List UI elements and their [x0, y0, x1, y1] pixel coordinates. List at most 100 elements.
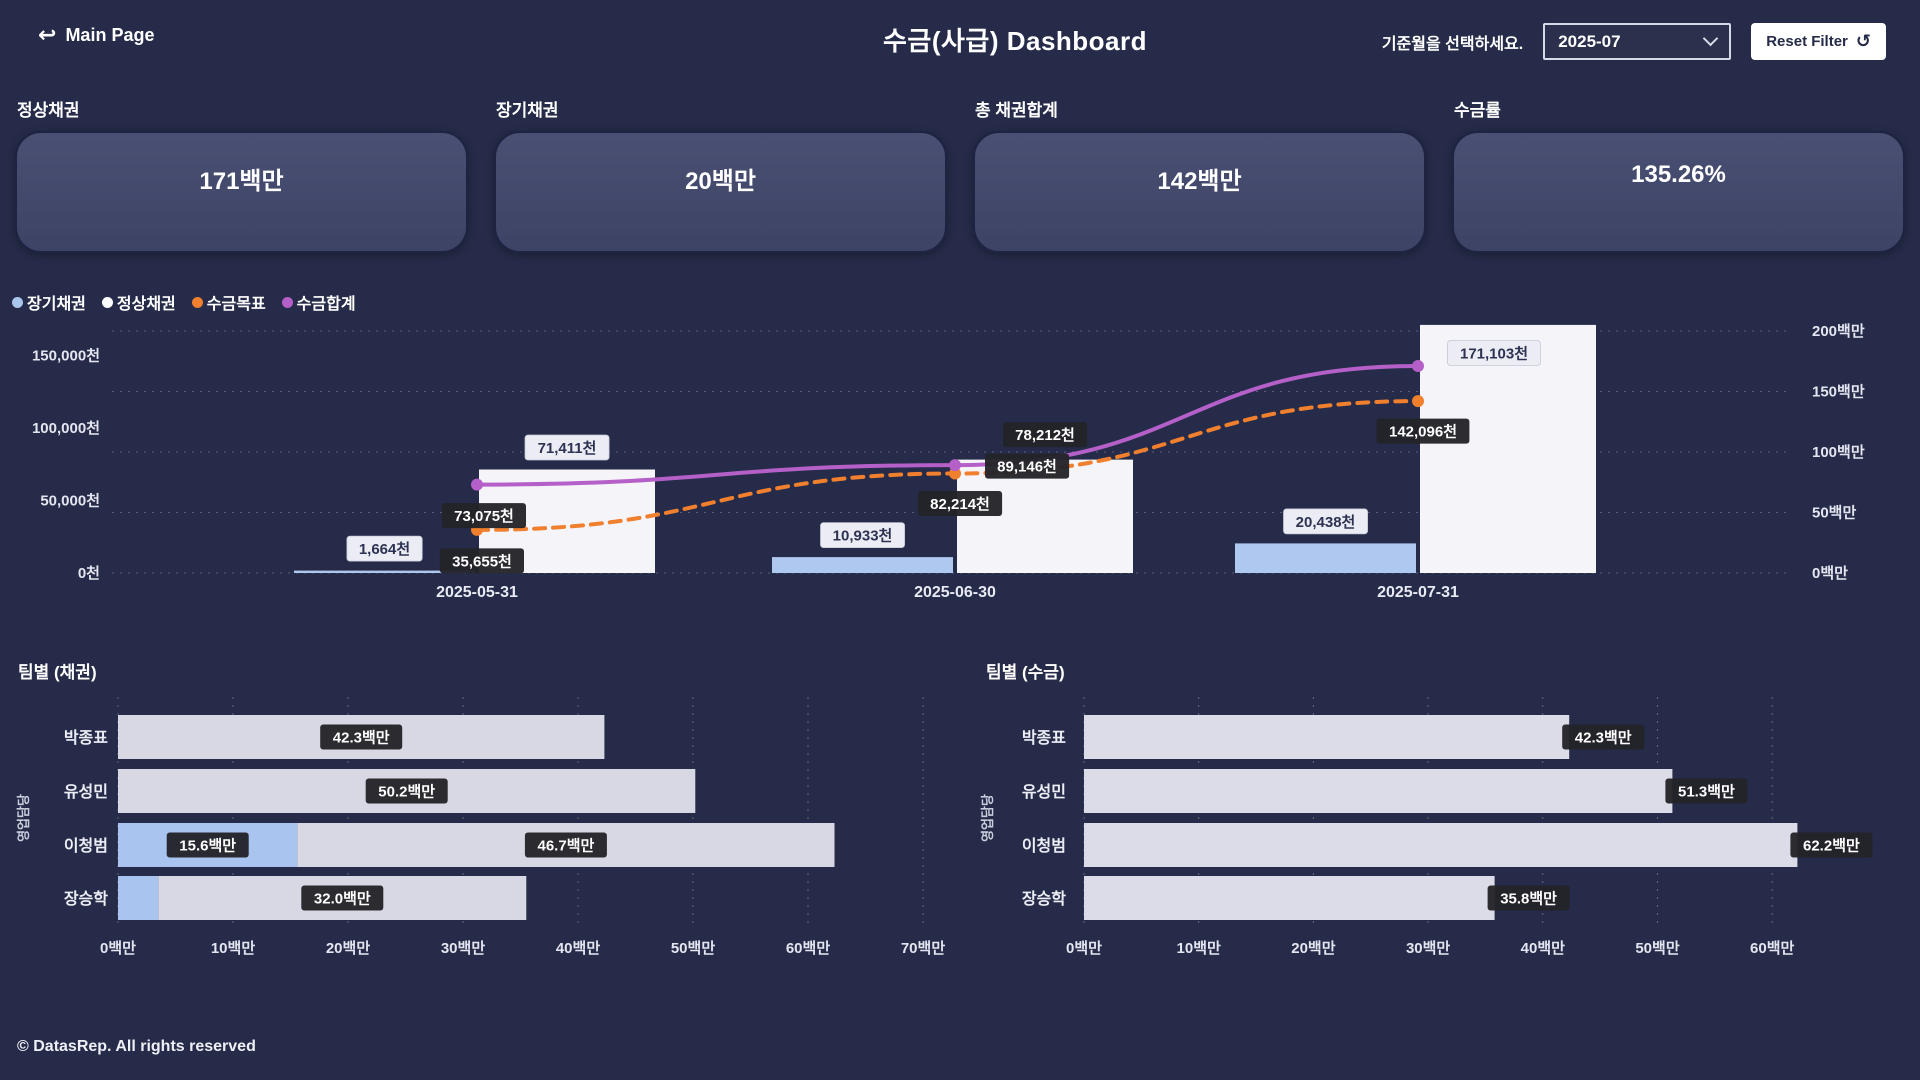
x-axis-tick: 10백만 — [211, 940, 255, 957]
svg-text:171,103천: 171,103천 — [1460, 345, 1528, 363]
data-label: 46.7백만 — [524, 832, 607, 858]
chevron-down-icon — [1702, 30, 1719, 47]
line-point[interactable] — [949, 467, 961, 480]
data-label: 78,212천 — [1003, 422, 1088, 448]
x-axis-tick: 20백만 — [326, 940, 370, 957]
data-label: 1,664천 — [346, 535, 423, 562]
x-axis-tick: 10백만 — [1177, 940, 1221, 957]
kpi-row: 정상채권 171백만 장기채권 20백만 총 채권합계 142백만 수금률 13… — [15, 96, 1905, 253]
line-collection-total[interactable] — [475, 364, 1420, 487]
kpi-label: 수금률 — [1454, 101, 1501, 120]
main-page-label: Main Page — [65, 24, 155, 45]
left-axis-tick: 150,000천 — [32, 347, 100, 365]
reset-filter-button[interactable]: Reset Filter ↺ — [1751, 23, 1886, 60]
month-dropdown[interactable]: 2025-07 — [1543, 23, 1732, 60]
svg-text:35.8백만: 35.8백만 — [1500, 891, 1557, 908]
kpi-value: 142백만 — [1157, 168, 1242, 195]
svg-text:10,933천: 10,933천 — [833, 527, 893, 545]
legend-label: 수금합계 — [296, 296, 356, 313]
data-label: 89,146천 — [985, 453, 1070, 479]
category-label: 박종표 — [64, 728, 108, 747]
data-label: 71,411천 — [524, 434, 610, 461]
trend-chart-section: 장기채권 정상채권 수금목표 수금합계 0백만 50백만 100백만 150백만 200백만 0… — [0, 284, 1920, 620]
data-label: 20,438천 — [1283, 508, 1368, 535]
bar-segment[interactable] — [1084, 715, 1570, 759]
svg-text:32.0백만: 32.0백만 — [314, 891, 371, 908]
svg-text:46.7백만: 46.7백만 — [538, 838, 595, 855]
line-point[interactable] — [1412, 395, 1424, 408]
x-axis-label: 2025-05-31 — [436, 584, 518, 601]
right-axis-tick: 100백만 — [1812, 444, 1865, 461]
bar-longterm[interactable] — [294, 570, 475, 573]
bar-segment[interactable] — [1084, 823, 1798, 867]
combo-chart: 0백만 50백만 100백만 150백만 200백만 0천 50,000천 100,000천 1… — [32, 323, 1865, 601]
team-collections-plot: 0백만 10백만 20백만 30백만 40백만 50백만 60백만 영업담당 박종표유성민이청범… — [980, 697, 1873, 957]
bar-segment[interactable] — [1084, 876, 1495, 920]
category-label: 박종표 — [1022, 728, 1066, 747]
legend-label: 정상채권 — [116, 296, 176, 313]
svg-text:82,214천: 82,214천 — [930, 495, 990, 513]
x-axis-tick: 50백만 — [1635, 940, 1679, 957]
reset-undo-icon: ↺ — [1855, 31, 1871, 51]
bar-segment[interactable] — [1084, 769, 1673, 813]
team-receivables-chart: 팀별 (채권) 0백만 10백만 20백만 30백만 40백만 50백만 60백만 70백만 영… — [12, 652, 972, 981]
kpi-total-receivables: 총 채권합계 142백만 — [973, 96, 1426, 253]
y-axis-title: 영업담당 — [16, 794, 31, 842]
x-axis-tick: 40백만 — [1521, 940, 1565, 957]
legend-item-4[interactable]: 수금합계 — [281, 290, 356, 314]
right-axis-tick: 50백만 — [1812, 505, 1856, 522]
legend-label: 장기채권 — [27, 296, 86, 313]
data-label: 42.3백만 — [1562, 724, 1645, 750]
reset-filter-label: Reset Filter — [1766, 33, 1848, 50]
left-axis-tick: 50,000천 — [40, 492, 100, 510]
x-axis-tick: 30백만 — [1406, 940, 1450, 957]
kpi-label: 장기채권 — [496, 101, 559, 120]
legend-item-1[interactable]: 장기채권 — [12, 290, 86, 314]
bar-longterm[interactable] — [1235, 543, 1416, 573]
data-label: 171,103천 — [1447, 340, 1541, 366]
right-axis-tick: 150백만 — [1812, 384, 1865, 401]
line-point[interactable] — [1412, 360, 1424, 372]
svg-text:42.3백만: 42.3백만 — [333, 730, 390, 747]
svg-text:15.6백만: 15.6백만 — [179, 838, 236, 855]
kpi-card: 135.26% — [1452, 131, 1905, 253]
svg-text:50.2백만: 50.2백만 — [378, 784, 435, 801]
legend-item-2[interactable]: 정상채권 — [101, 290, 176, 314]
svg-text:78,212천: 78,212천 — [1015, 426, 1075, 444]
x-axis-tick: 60백만 — [786, 940, 830, 957]
legend-color-dot — [12, 296, 23, 308]
team-collections-title: 팀별 (수금) — [986, 663, 1065, 682]
bar-longterm[interactable] — [772, 557, 953, 573]
bar-segment[interactable] — [118, 876, 159, 920]
legend-color-dot — [101, 296, 113, 308]
left-axis-tick: 0천 — [78, 564, 100, 582]
y-axis-title: 영업담당 — [980, 794, 995, 842]
svg-text:35,655천: 35,655천 — [452, 552, 512, 570]
top-bar: ↩ Main Page 수금(사급) Dashboard 기준월을 선택하세요.… — [0, 0, 1920, 80]
kpi-longterm-receivables: 장기채권 20백만 — [494, 96, 947, 253]
category-label: 이청범 — [64, 836, 108, 855]
line-point[interactable] — [471, 478, 483, 491]
x-axis-tick: 50백만 — [671, 940, 715, 957]
kpi-card: 142백만 — [973, 131, 1426, 253]
data-label: 51.3백만 — [1665, 778, 1748, 804]
filter-area: 기준월을 선택하세요. 2025-07 Reset Filter ↺ — [1382, 23, 1886, 60]
main-page-link[interactable]: ↩ Main Page — [38, 24, 154, 46]
team-receivables-plot: 0백만 10백만 20백만 30백만 40백만 50백만 60백만 70백만 영업담당 박종표유성… — [16, 697, 945, 957]
kpi-collection-rate: 수금률 135.26% — [1452, 96, 1905, 253]
month-dropdown-value: 2025-07 — [1558, 31, 1621, 51]
line-point[interactable] — [949, 459, 961, 472]
left-axis-tick: 100,000천 — [32, 419, 100, 437]
x-axis-tick: 40백만 — [556, 940, 600, 957]
data-label: 15.6백만 — [166, 832, 249, 858]
footer: © DatasRep. All rights reserved — [17, 1038, 256, 1055]
svg-text:51.3백만: 51.3백만 — [1678, 784, 1735, 801]
category-label: 장승학 — [1022, 890, 1066, 908]
kpi-value: 135.26% — [1631, 161, 1726, 188]
bar-normal[interactable] — [1420, 324, 1596, 573]
x-axis-tick: 0백만 — [1066, 940, 1102, 957]
page-title: 수금(사급) Dashboard — [882, 26, 1148, 56]
legend-item-3[interactable]: 수금목표 — [191, 290, 266, 314]
right-axis-tick: 0백만 — [1812, 565, 1848, 582]
